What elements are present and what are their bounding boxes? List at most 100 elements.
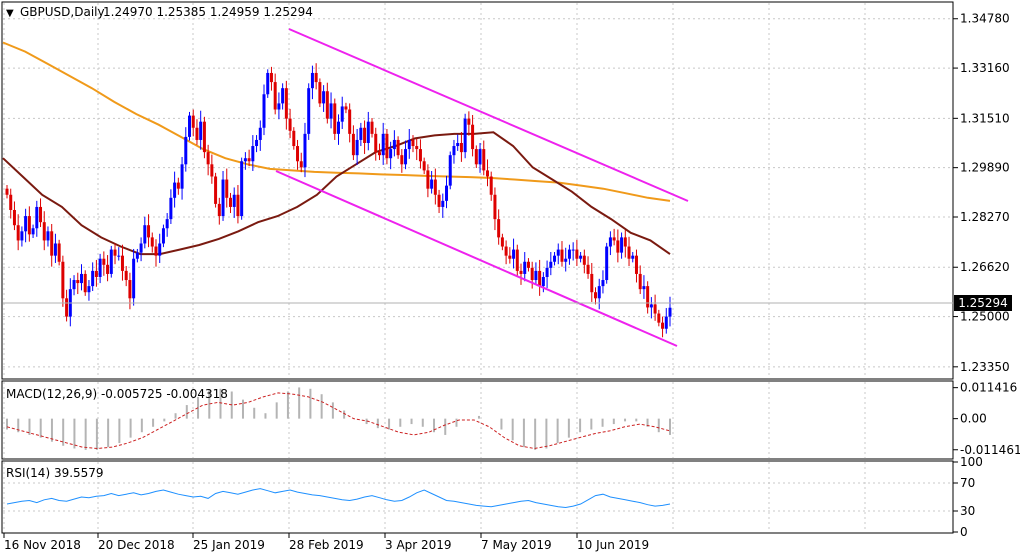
- candle-body: [638, 273, 642, 290]
- candle-body: [471, 124, 475, 150]
- candle-body: [296, 146, 300, 162]
- rsi-tick-label: 30: [960, 504, 975, 518]
- candle-body: [575, 249, 579, 259]
- candle-body: [314, 72, 318, 83]
- candle-body: [623, 237, 627, 247]
- candle-body: [333, 103, 337, 134]
- candle-body: [191, 115, 195, 128]
- date-axis: 16 Nov 2018 20 Dec 2018 25 Jan 2019 28 Feb …: [3, 533, 649, 552]
- candle-body: [571, 249, 575, 251]
- candle-body: [5, 188, 9, 195]
- candle-body: [482, 149, 486, 171]
- date-tick-label: 16 Nov 2018: [4, 538, 81, 552]
- candle-body: [202, 121, 206, 153]
- candle-body: [485, 170, 489, 177]
- candle-body: [456, 142, 460, 147]
- candle-body: [240, 161, 244, 217]
- candle-body: [426, 170, 430, 189]
- candle-body: [616, 240, 620, 253]
- candle-body: [53, 243, 57, 256]
- candle-body: [217, 203, 221, 217]
- candle-body: [374, 133, 378, 153]
- candle-body: [579, 255, 583, 259]
- candle-body: [526, 261, 530, 268]
- candle-body: [452, 146, 456, 156]
- candle-body: [195, 127, 199, 140]
- candle-body: [128, 280, 132, 299]
- candle-body: [530, 267, 534, 281]
- candle-body: [366, 121, 370, 143]
- candle-body: [549, 261, 553, 268]
- candle-body: [150, 237, 154, 247]
- candle-body: [355, 139, 359, 156]
- candle-body: [16, 225, 20, 241]
- candle-body: [586, 264, 590, 274]
- candle-body: [523, 261, 527, 274]
- candle-body: [459, 142, 463, 153]
- candle-body: [322, 91, 326, 104]
- candle-body: [545, 267, 549, 277]
- date-tick-label: 25 Jan 2019: [193, 538, 265, 552]
- candle-body: [251, 146, 255, 162]
- candle-body: [415, 146, 419, 150]
- chart-dropdown-icon[interactable]: ▼: [6, 8, 14, 19]
- candle-body: [404, 149, 408, 165]
- candle-body: [377, 152, 381, 156]
- candle-body: [221, 179, 225, 217]
- candle-body: [262, 94, 266, 128]
- candle-body: [422, 161, 426, 171]
- candle-body: [176, 182, 180, 189]
- candle-body: [281, 88, 285, 104]
- candle-body: [508, 255, 512, 259]
- rsi-title: RSI(14) 39.5579: [6, 466, 104, 480]
- candle-body: [106, 264, 110, 274]
- candle-body: [497, 219, 501, 238]
- chart-ohlc-label: 1.24970 1.25385 1.24959 1.25294: [103, 5, 313, 19]
- candle-body: [165, 219, 169, 229]
- price-panel-frame: [1, 1, 954, 380]
- candle-body: [620, 237, 624, 253]
- candle-body: [39, 206, 43, 223]
- macd-panel-frame: [1, 380, 954, 460]
- candle-body: [392, 139, 396, 150]
- price-tick-label: 1.34780: [960, 12, 1010, 26]
- candle-body: [83, 273, 87, 293]
- price-tick-label: 1.23350: [960, 360, 1010, 374]
- candle-body: [72, 280, 76, 290]
- candle-body: [65, 298, 69, 317]
- macd-tick-label: 0.011416: [960, 381, 1017, 395]
- current-price-label: 1.25294: [958, 296, 1008, 310]
- candle-body: [109, 249, 113, 274]
- candle-body: [605, 246, 609, 281]
- candle-body: [601, 280, 605, 287]
- candle-body: [50, 231, 54, 256]
- price-grid: [3, 3, 952, 378]
- candle-body: [284, 88, 288, 119]
- candle-body: [184, 136, 188, 165]
- channel-upper-line[interactable]: [288, 28, 689, 202]
- candles-layer: [5, 63, 672, 338]
- candle-body: [9, 194, 13, 210]
- candle-body: [661, 322, 665, 329]
- candle-body: [143, 225, 147, 244]
- candle-body: [445, 185, 449, 201]
- candle-body: [173, 182, 177, 198]
- candle-body: [493, 194, 497, 220]
- candle-body: [515, 249, 519, 271]
- candle-body: [627, 246, 631, 259]
- candle-body: [657, 313, 661, 323]
- candle-body: [489, 176, 493, 195]
- candle-body: [564, 258, 568, 262]
- channel-lower-line[interactable]: [275, 170, 678, 347]
- candle-body: [325, 91, 329, 119]
- candle-body: [42, 222, 46, 241]
- candle-body: [567, 249, 571, 259]
- candle-body: [478, 149, 482, 165]
- price-channel: [275, 28, 689, 347]
- candle-body: [247, 158, 251, 162]
- candle-body: [139, 243, 143, 253]
- candle-body: [102, 258, 106, 265]
- date-tick-label: 28 Feb 2019: [289, 538, 364, 552]
- price-tick-label: 1.33160: [960, 61, 1010, 75]
